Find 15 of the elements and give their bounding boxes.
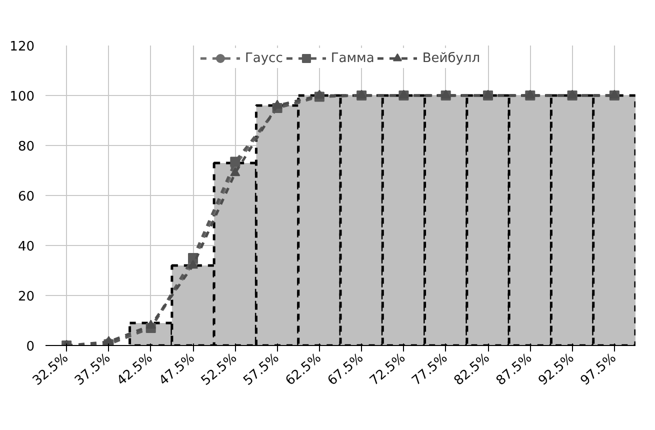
legend-label: Гаусс <box>244 50 283 66</box>
legend-label: Вейбулл <box>422 50 480 66</box>
y-tick-label: 40 <box>18 240 35 254</box>
y-tick-label: 100 <box>10 90 35 104</box>
point <box>272 100 282 109</box>
y-tick-label: 80 <box>18 140 35 154</box>
y-tick-label: 20 <box>18 290 35 304</box>
point <box>230 167 240 176</box>
y-tick-label: 60 <box>18 190 35 204</box>
legend-label: Гамма <box>330 50 374 66</box>
point <box>314 90 324 99</box>
y-tick-label: 120 <box>10 40 35 54</box>
point <box>230 156 240 167</box>
point <box>146 320 156 329</box>
y-tick-label: 0 <box>26 340 35 354</box>
